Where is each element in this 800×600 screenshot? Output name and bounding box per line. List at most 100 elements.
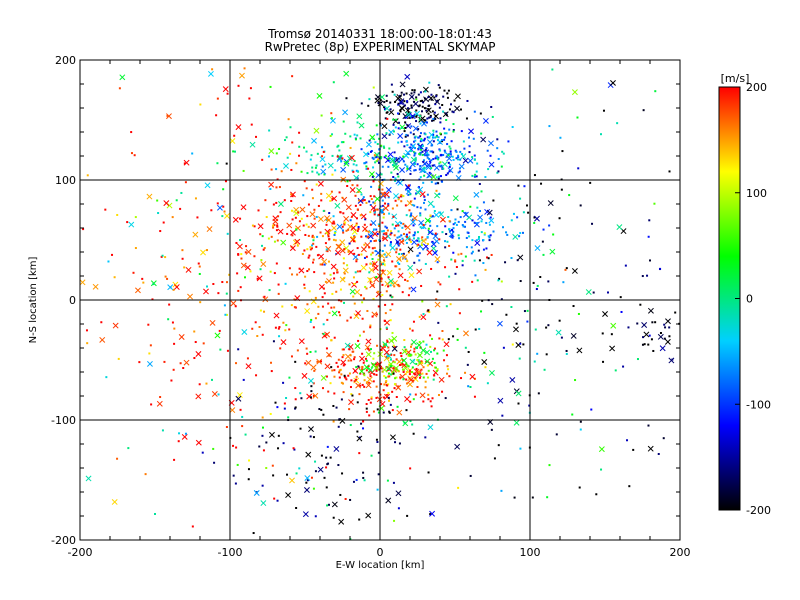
data-point-cross [425, 107, 432, 114]
data-point-cross [206, 226, 213, 233]
data-point-cross [423, 96, 430, 103]
data-point-dot [338, 371, 341, 374]
data-point-dot [668, 326, 671, 329]
data-point-dot [387, 202, 390, 205]
data-point-dot [322, 323, 325, 326]
data-point-dot [250, 123, 253, 126]
data-point-dot [373, 209, 376, 212]
data-point-dot [383, 383, 386, 386]
data-point-dot [409, 131, 412, 134]
data-point-dot [352, 240, 355, 243]
data-point-dot [450, 235, 453, 238]
data-point-dot [305, 481, 308, 484]
data-point-dot [378, 230, 381, 233]
data-point-dot [312, 382, 315, 385]
data-point-dot [383, 146, 386, 149]
data-point-dot [474, 328, 477, 331]
data-point-dot [309, 158, 312, 161]
data-point-dot [325, 466, 328, 469]
data-point-dot [432, 241, 435, 244]
colorbar-unit-label: [m/s] [721, 72, 750, 85]
data-point-cross [407, 377, 414, 383]
data-point-cross [665, 318, 671, 325]
data-point-cross [365, 141, 372, 148]
data-point-dot [325, 347, 328, 350]
data-point-dot [477, 237, 480, 240]
y-tick-label: 100 [55, 174, 76, 187]
data-point-dot [326, 504, 329, 507]
data-point-dot [342, 262, 345, 265]
data-point-dot [381, 211, 384, 214]
data-point-dot [404, 126, 407, 129]
data-point-dot [405, 233, 408, 236]
data-point-dot [438, 193, 441, 196]
data-point-cross [364, 344, 371, 351]
data-point-dot [407, 107, 410, 110]
data-point-dot [347, 374, 350, 377]
data-point-dot [405, 370, 408, 373]
data-point-cross [432, 233, 439, 240]
data-point-dot [452, 251, 455, 254]
data-point-dot [194, 341, 197, 344]
data-point-dot [519, 197, 522, 200]
data-point-dot [389, 101, 392, 104]
data-point-dot [329, 134, 332, 137]
data-point-dot [429, 116, 432, 119]
data-point-dot [205, 382, 208, 385]
data-point-dot [422, 366, 425, 369]
data-point-dot [240, 253, 243, 256]
data-point-dot [383, 253, 386, 256]
data-point-dot [296, 349, 299, 352]
data-point-dot [407, 184, 410, 187]
data-point-dot [405, 214, 408, 217]
data-point-dot [376, 408, 379, 411]
data-point-dot [402, 222, 405, 225]
data-point-dot [537, 392, 540, 395]
data-point-dot [294, 387, 297, 390]
data-point-dot [278, 147, 281, 150]
data-point-dot [366, 381, 369, 384]
data-point-dot [356, 184, 359, 187]
data-point-dot [309, 351, 312, 354]
data-point-cross [432, 250, 438, 256]
data-point-cross [411, 239, 418, 246]
data-point-dot [430, 267, 433, 270]
data-point-dot [425, 154, 428, 157]
data-point-dot [334, 169, 337, 172]
data-point-dot [411, 371, 414, 374]
data-point-dot [451, 234, 454, 237]
data-point-dot [363, 479, 366, 482]
data-point-cross [602, 311, 608, 317]
data-point-dot [435, 94, 438, 97]
data-point-dot [431, 119, 434, 122]
data-point-dot [382, 216, 385, 219]
data-point-dot [469, 205, 472, 208]
data-point-dot [316, 235, 319, 238]
data-point-cross [355, 382, 362, 389]
data-point-cross [386, 269, 393, 276]
data-point-cross [135, 287, 141, 294]
data-point-dot [132, 271, 135, 274]
data-point-dot [385, 233, 388, 236]
data-point-cross [401, 254, 408, 261]
data-point-cross [497, 397, 504, 404]
data-point-dot [381, 283, 384, 286]
data-point-dot [86, 174, 89, 177]
data-point-dot [426, 193, 429, 196]
data-point-dot [310, 318, 313, 321]
data-point-dot [178, 432, 181, 435]
data-point-dot [379, 99, 382, 102]
data-point-cross [268, 181, 275, 188]
data-point-cross [380, 269, 387, 276]
data-point-dot [276, 225, 279, 228]
data-point-dot [156, 199, 159, 202]
data-point-dot [234, 305, 237, 308]
data-point-dot [415, 192, 418, 195]
data-point-dot [352, 295, 355, 298]
data-point-dot [447, 338, 450, 341]
data-point-dot [426, 364, 429, 367]
data-point-dot [261, 484, 264, 487]
data-point-dot [435, 298, 438, 301]
data-point-cross [351, 228, 358, 235]
data-point-cross [365, 338, 372, 345]
